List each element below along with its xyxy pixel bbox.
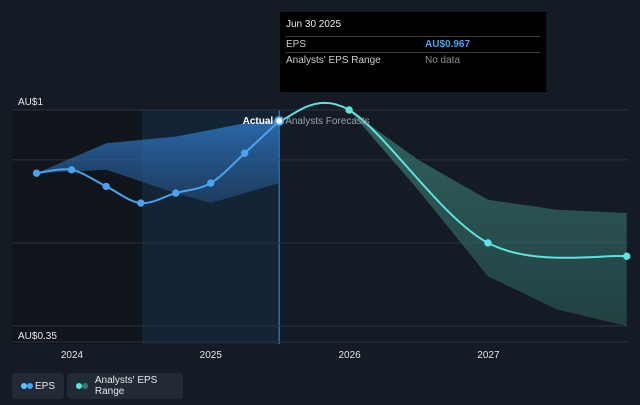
y-label-top: AU$1 xyxy=(18,97,43,108)
x-tick-2027: 2027 xyxy=(477,350,500,361)
data-point-0-1 xyxy=(67,166,76,174)
x-tick-2025: 2025 xyxy=(200,350,223,361)
tooltip-row-range: Analysts' EPS Range No data xyxy=(286,52,540,68)
data-point-0-0 xyxy=(32,169,41,177)
data-point-0-3 xyxy=(137,199,145,207)
tooltip-range-label: Analysts' EPS Range xyxy=(286,55,381,66)
tooltip-eps-label: EPS xyxy=(286,39,307,50)
x-tick-2026: 2026 xyxy=(338,350,361,361)
legend-range-label: Analysts' EPS Range xyxy=(94,375,158,397)
data-point-1-2 xyxy=(484,239,492,247)
eps-range-band-past xyxy=(36,120,280,203)
marker-actual: Actual xyxy=(243,116,274,127)
highlighted-point xyxy=(274,115,285,126)
series-line-1 xyxy=(278,102,627,259)
y-label-bottom: AU$0.35 xyxy=(18,331,57,342)
marker-forecast: Analysts Forecasts xyxy=(285,116,369,127)
data-point-0-5 xyxy=(207,179,215,187)
legend-eps-label: EPS xyxy=(34,380,55,392)
tooltip-date: Jun 30 2025 xyxy=(286,19,342,30)
data-point-0-6 xyxy=(240,149,249,157)
eps-swatch-icon xyxy=(21,383,33,389)
data-point-1-1 xyxy=(345,106,353,114)
data-point-0-4 xyxy=(172,189,180,197)
x-tick-2024: 2024 xyxy=(61,350,84,361)
data-point-1-3 xyxy=(623,252,631,260)
tooltip-row-eps: EPS AU$0.967 xyxy=(286,36,540,52)
data-point-0-2 xyxy=(102,182,110,191)
eps-range-band-forecast xyxy=(279,110,627,326)
range-swatch-icon xyxy=(76,383,88,389)
tooltip-range-value: No data xyxy=(425,55,461,66)
tooltip-eps-value: AU$0.967 xyxy=(425,39,471,50)
legend-item-eps[interactable]: EPS xyxy=(12,373,64,399)
legend-item-eps-range[interactable]: Analysts' EPS Range xyxy=(67,373,183,399)
tooltip: Jun 30 2025 EPS AU$0.967 Analysts' EPS R… xyxy=(280,12,546,92)
